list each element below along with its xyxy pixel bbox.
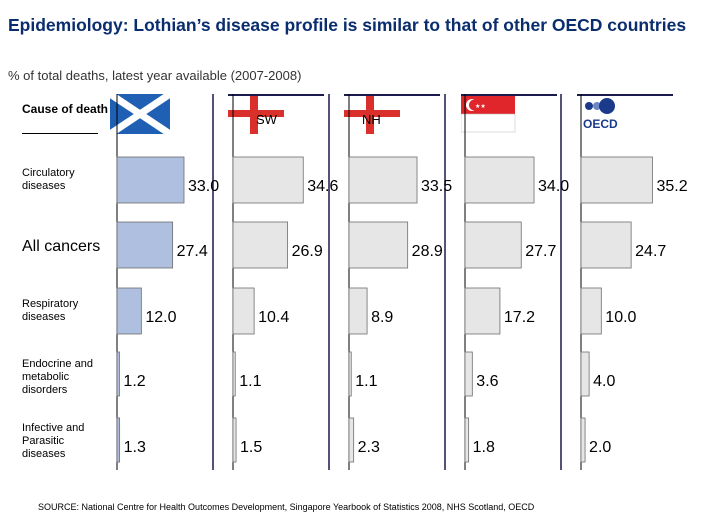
singapore-flag-topline	[461, 94, 557, 96]
value-label-nh-2: 8.9	[371, 309, 393, 326]
category-label-cancers: All cancers	[22, 238, 101, 255]
oecd-dot-c	[599, 98, 615, 114]
bar-oecd-2	[580, 287, 602, 335]
value-label-nh-0: 33.5	[421, 178, 452, 195]
value-label-nh-1: 28.9	[412, 243, 443, 260]
value-label-singapore-4: 1.8	[473, 439, 495, 456]
bar-nh-1	[348, 221, 409, 269]
bar-singapore-1	[464, 221, 522, 269]
bar-sw-1	[232, 221, 289, 269]
value-label-sw-3: 1.1	[239, 373, 261, 390]
bar-oecd-3	[580, 351, 590, 397]
sw-cross-horizontal	[228, 110, 284, 117]
value-label-scotland-1: 27.4	[177, 243, 208, 260]
category-label-infective: Infective and Parasitic diseases	[22, 422, 85, 460]
chart-subtitle: % of total deaths, latest year available…	[8, 68, 302, 83]
singapore-flag-icon: ★★	[461, 94, 557, 134]
source-note: SOURCE: National Centre for Health Outco…	[38, 502, 535, 512]
value-label-sw-4: 1.5	[240, 439, 262, 456]
bar-scotland-0	[116, 156, 185, 204]
oecd-field	[577, 94, 673, 134]
bar-scotland-2	[116, 287, 142, 335]
value-label-singapore-3: 3.6	[476, 373, 498, 390]
value-label-nh-4: 2.3	[358, 439, 380, 456]
value-label-oecd-2: 10.0	[605, 309, 636, 326]
value-label-oecd-3: 4.0	[593, 373, 615, 390]
value-label-oecd-1: 24.7	[635, 243, 666, 260]
nh-flag-topline	[344, 94, 440, 96]
bar-sw-4	[232, 417, 237, 463]
value-label-scotland-0: 33.0	[188, 178, 219, 195]
bar-sw-3	[232, 351, 236, 397]
nh-flag-icon: NH	[344, 94, 440, 134]
nh-cross-horizontal	[344, 110, 400, 117]
value-label-sw-0: 34.6	[307, 178, 338, 195]
bar-nh-4	[348, 417, 355, 463]
value-label-singapore-2: 17.2	[504, 309, 535, 326]
bar-sw-2	[232, 287, 255, 335]
header-divider	[22, 133, 98, 134]
scotland-saltire-b	[110, 94, 170, 134]
value-label-oecd-4: 2.0	[589, 439, 611, 456]
singapore-flag-white	[461, 113, 516, 133]
sw-flag-topline	[228, 94, 324, 96]
page-title: Epidemiology: Lothian’s disease profile …	[8, 15, 687, 35]
oecd-dot-b	[593, 102, 601, 110]
bar-singapore-0	[464, 156, 535, 204]
sw-flag-icon: SW	[228, 94, 324, 134]
cause-of-death-header: Cause of death	[22, 102, 109, 116]
bar-oecd-0	[580, 156, 653, 204]
bar-nh-3	[348, 351, 352, 397]
value-label-singapore-1: 27.7	[525, 243, 556, 260]
value-label-scotland-4: 1.3	[124, 439, 146, 456]
nh-flag-label: NH	[362, 112, 381, 127]
bar-scotland-4	[116, 417, 121, 463]
bar-oecd-4	[580, 417, 586, 463]
value-label-scotland-2: 12.0	[145, 309, 176, 326]
bar-singapore-3	[464, 351, 473, 397]
oecd-dot-a	[585, 102, 593, 110]
value-label-singapore-0: 34.0	[538, 178, 569, 195]
bar-scotland-3	[116, 351, 120, 397]
value-label-scotland-3: 1.2	[123, 373, 145, 390]
category-label-circulatory: Circulatory diseases	[22, 167, 75, 192]
bar-singapore-4	[464, 417, 470, 463]
sw-flag-label: SW	[256, 112, 278, 127]
oecd-topline	[577, 94, 673, 96]
singapore-stars: ★★	[475, 103, 486, 110]
bar-oecd-1	[580, 221, 632, 269]
bar-singapore-2	[464, 287, 501, 335]
value-label-sw-1: 26.9	[292, 243, 323, 260]
bar-nh-2	[348, 287, 368, 335]
bar-nh-0	[348, 156, 418, 204]
bar-scotland-1	[116, 221, 174, 269]
scotland-flag-icon	[110, 94, 170, 134]
value-label-sw-2: 10.4	[258, 309, 289, 326]
value-label-oecd-0: 35.2	[656, 178, 687, 195]
bar-sw-0	[232, 156, 304, 204]
singapore-moon-cut	[469, 99, 480, 111]
category-label-endocrine: Endocrine and metabolic disorders	[22, 358, 93, 396]
oecd-wordmark: OECD	[583, 117, 618, 131]
category-label-respiratory: Respiratory diseases	[22, 298, 79, 323]
value-label-nh-3: 1.1	[355, 373, 377, 390]
oecd-logo-icon: OECD	[577, 94, 673, 134]
